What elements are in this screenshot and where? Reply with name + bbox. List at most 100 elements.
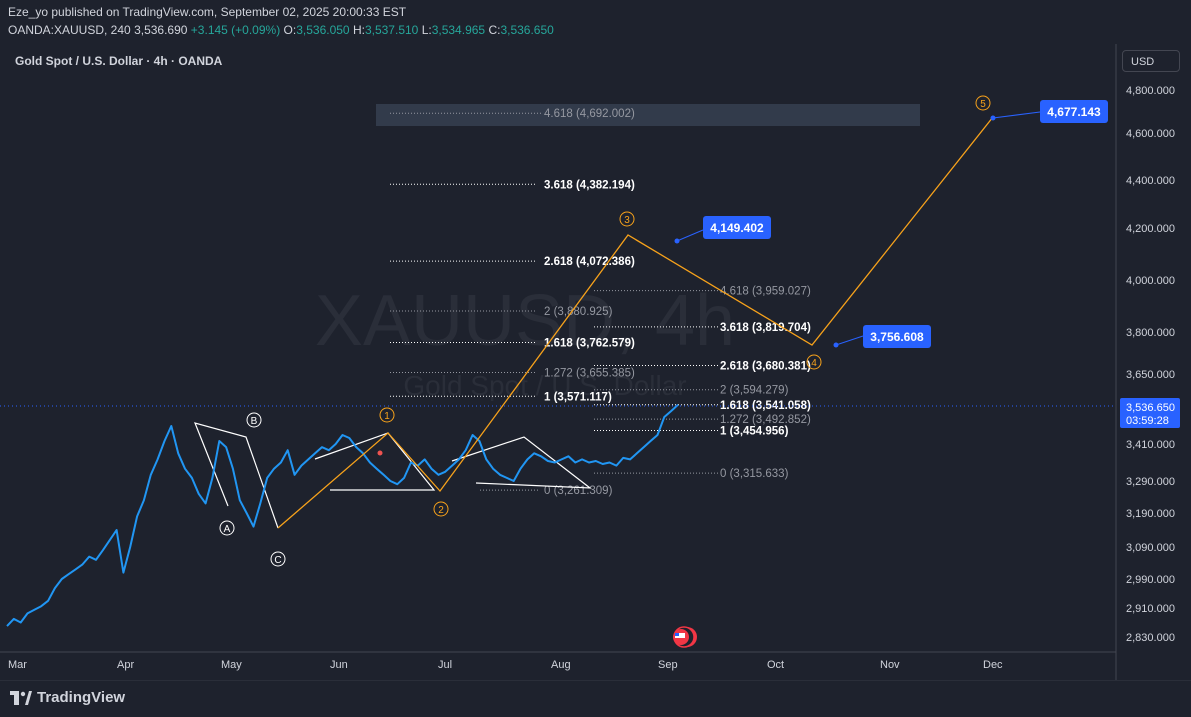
time-tick-label: Jun <box>330 659 348 671</box>
fib-level-label: 2.618 (3,680.381) <box>720 360 811 372</box>
price-tick-label: 4,000.000 <box>1126 275 1175 287</box>
fib-level-label: 2.618 (4,072.386) <box>544 256 635 268</box>
tradingview-logo[interactable]: TradingView <box>10 689 125 706</box>
wedge-2[interactable] <box>451 436 592 489</box>
time-tick-label: Aug <box>551 659 571 671</box>
open-value: 3,536.050 <box>296 23 350 37</box>
svg-text:3: 3 <box>624 215 630 226</box>
wave-2-label[interactable]: 2 <box>433 501 449 517</box>
last-price: 3,536.690 <box>134 23 188 37</box>
wave-c-label[interactable]: C <box>270 551 286 567</box>
wave-4-label[interactable]: 4 <box>806 354 822 370</box>
svg-text:4,149.402: 4,149.402 <box>710 221 764 235</box>
price-chart[interactable]: XAUUSD, 4h Gold Spot / U.S. Dollar Gold … <box>0 44 1191 680</box>
price-tick-label: 3,410.000 <box>1126 439 1175 451</box>
close-value: 3,536.650 <box>500 23 554 37</box>
fib-level-label: 0 (3,261.309) <box>544 485 613 497</box>
wave-3-label[interactable]: 3 <box>619 211 635 227</box>
abc-zigzag[interactable] <box>193 422 279 529</box>
chart-area[interactable]: XAUUSD, 4h Gold Spot / U.S. Dollar Gold … <box>0 44 1191 680</box>
chart-title: Gold Spot / U.S. Dollar · 4h · OANDA <box>15 54 223 68</box>
brand-name: TradingView <box>37 689 126 706</box>
high-label: H: <box>352 23 365 37</box>
fib-level-label: 1 (3,454.956) <box>720 426 789 438</box>
time-tick-label: Jul <box>438 659 452 671</box>
low-label: L: <box>421 23 432 37</box>
svg-text:2: 2 <box>438 505 444 516</box>
svg-text:4: 4 <box>811 358 817 369</box>
svg-text:C: C <box>274 555 281 566</box>
price-tick-label: 4,800.000 <box>1126 85 1175 97</box>
target-callouts[interactable]: 4,149.402 3,756.608 4,677.143 <box>674 100 1109 348</box>
fib-level-label: 1.272 (3,492.852) <box>720 414 811 426</box>
current-price-badge: 3,536.650 03:59:28 <box>1120 398 1180 428</box>
fib-level-label: 0 (3,315.633) <box>720 468 789 480</box>
price-tick-label: 3,190.000 <box>1126 508 1175 520</box>
chart-header: Eze_yo published on TradingView.com, Sep… <box>0 0 1191 44</box>
fib-level-label: 3.618 (3,819.704) <box>720 322 811 334</box>
price-tick-label: 2,910.000 <box>1126 603 1175 615</box>
svg-text:1: 1 <box>384 411 390 422</box>
wave-5-label[interactable]: 5 <box>975 95 991 111</box>
target-label-2[interactable] <box>863 325 931 348</box>
svg-text:5: 5 <box>980 99 986 110</box>
ohlc-legend: OANDA:XAUUSD, 240 3,536.690 +3.145 (+0.0… <box>8 23 554 37</box>
price-tick-label: 4,600.000 <box>1126 128 1175 140</box>
wedge-1[interactable] <box>314 432 436 491</box>
price-tick-label: 2,990.000 <box>1126 574 1175 586</box>
fib-level-label: 4.618 (4,692.002) <box>544 108 635 120</box>
svg-text:4,677.143: 4,677.143 <box>1047 105 1101 119</box>
fib-level-label: 1 (3,571.117) <box>544 391 612 403</box>
time-tick-label: Dec <box>983 659 1003 671</box>
close-label: C: <box>488 23 501 37</box>
open-label: O: <box>283 23 297 37</box>
fib-target-zone[interactable] <box>376 104 920 126</box>
price-tick-label: 3,800.000 <box>1126 327 1175 339</box>
fib-level-label: 1.272 (3,655.385) <box>544 367 635 379</box>
fib-level-label: 1.618 (3,762.579) <box>544 337 635 349</box>
fib-level-label: 4.618 (3,959.027) <box>720 286 811 298</box>
high-value: 3,537.510 <box>364 23 419 37</box>
price-tick-label: 4,400.000 <box>1126 175 1175 187</box>
wave-1-label[interactable]: 1 <box>379 407 395 423</box>
price-tick-label: 3,090.000 <box>1126 542 1175 554</box>
elliott-wave-projection[interactable] <box>277 116 994 529</box>
price-axis[interactable]: 4,800.000 4,600.000 4,400.000 4,200.000 4,00… <box>1126 85 1175 644</box>
signal-marker <box>377 450 383 456</box>
price-tick-label: 2,830.000 <box>1126 632 1175 644</box>
price-tick-label: 4,200.000 <box>1126 223 1175 235</box>
time-tick-label: Sep <box>658 659 678 671</box>
svg-text:3,536.650: 3,536.650 <box>1126 402 1175 414</box>
fib-level-label: 2 (3,594.279) <box>720 385 789 397</box>
publish-info: Eze_yo published on TradingView.com, Sep… <box>8 5 406 19</box>
price-change: +3.145 (+0.09%) <box>190 23 281 37</box>
fib-level-label: 1.618 (3,541.058) <box>720 400 811 412</box>
svg-text:3,756.608: 3,756.608 <box>870 330 924 344</box>
published-text: published on TradingView.com, September … <box>51 5 407 19</box>
wave-b-label[interactable]: B <box>246 412 262 428</box>
price-tick-label: 3,650.000 <box>1126 369 1175 381</box>
tradingview-logo-icon <box>10 690 32 705</box>
symbol-name[interactable]: OANDA:XAUUSD, 240 <box>8 23 131 37</box>
price-tick-label: 3,290.000 <box>1126 476 1175 488</box>
svg-text:B: B <box>251 416 258 427</box>
footer: TradingView <box>0 680 1191 717</box>
time-tick-label: Apr <box>117 659 134 671</box>
svg-text:A: A <box>224 524 231 535</box>
target-label-1[interactable] <box>703 216 771 239</box>
time-tick-label: Nov <box>880 659 900 671</box>
time-tick-label: May <box>221 659 242 671</box>
target-label-3[interactable] <box>1040 100 1108 123</box>
us-flag-event-icon[interactable] <box>673 626 697 648</box>
currency-button[interactable]: USD <box>1122 50 1180 72</box>
wave-a-label[interactable]: A <box>219 520 235 536</box>
author-name[interactable]: Eze_yo <box>8 5 49 19</box>
low-value: 3,534.965 <box>431 23 486 37</box>
fib-levels: 4.618 (4,692.002) 3.618 (4,382.194) 2.618 … <box>390 108 811 497</box>
svg-text:03:59:28: 03:59:28 <box>1126 415 1169 427</box>
time-axis[interactable]: Mar Apr May Jun Jul Aug Sep Oct Nov Dec <box>8 659 1003 671</box>
time-tick-label: Oct <box>767 659 784 671</box>
wave-labels: 1 2 3 4 5 A B C <box>219 95 991 567</box>
price-series-line[interactable] <box>6 404 679 627</box>
fib-level-label: 2 (3,880.925) <box>544 306 613 318</box>
